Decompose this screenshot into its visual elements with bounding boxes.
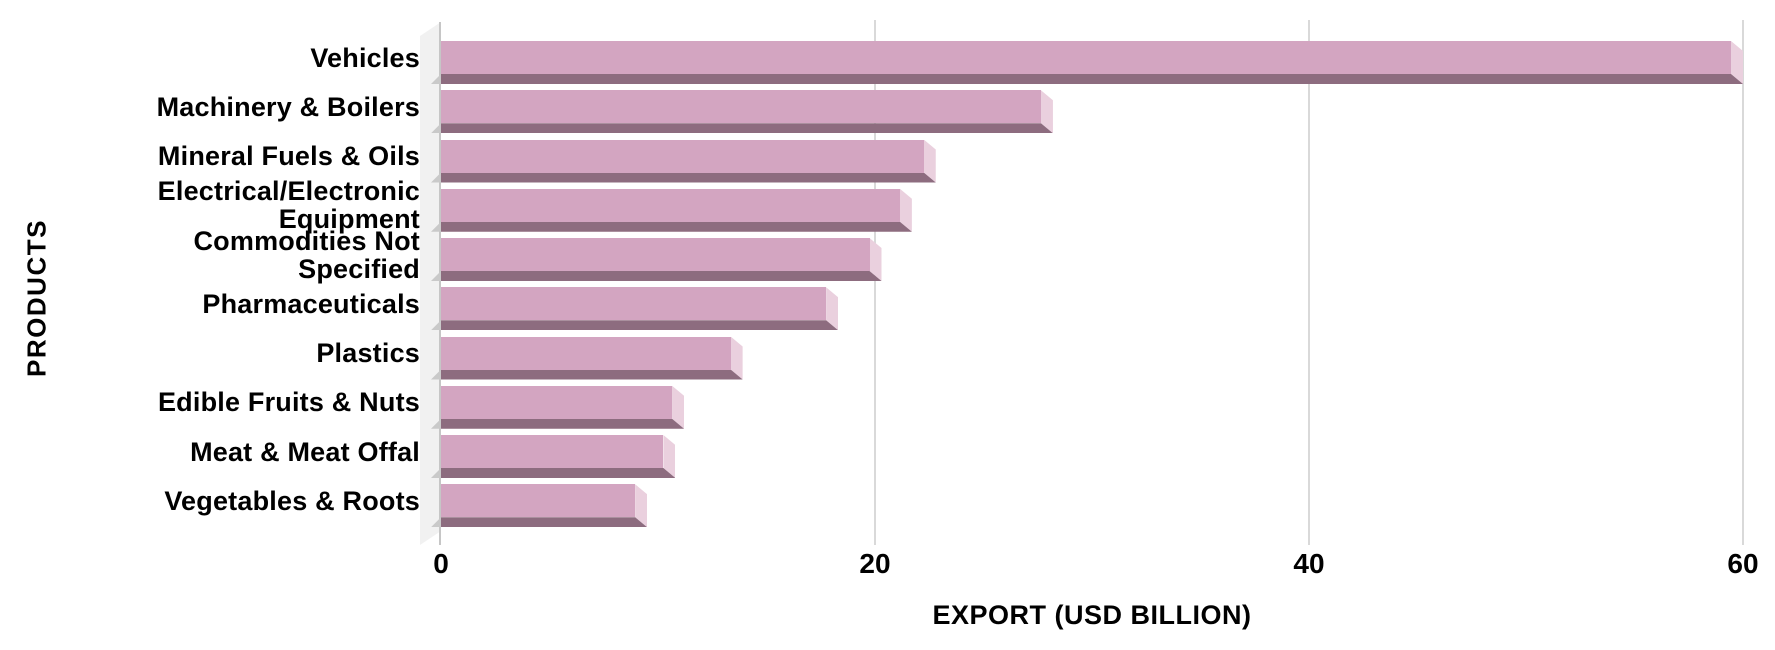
category-label: Edible Fruits & Nuts (157, 387, 420, 418)
axis-wall-3d (420, 22, 441, 545)
bar-row (431, 484, 1743, 528)
x-axis-ticks: 0 20 40 60 (433, 548, 1758, 582)
category-label: Plastics (316, 337, 420, 368)
category-label: Mineral Fuels & Oils (157, 140, 420, 171)
bar-bevel-bottom (441, 74, 1743, 84)
bar-plastics (431, 336, 743, 380)
bar-vegetables-roots (431, 484, 648, 528)
bar-vehicles (431, 41, 1743, 84)
bar-pharmaceuticals (431, 287, 839, 331)
x-tick-label-60: 60 (1727, 548, 1759, 579)
bar-row (431, 238, 1743, 281)
x-axis-title: EXPORT (USD BILLION) (932, 600, 1252, 630)
x-tick-label-20: 20 (859, 548, 891, 579)
gridline-60 (1742, 20, 1744, 545)
bar-bevel-right (672, 385, 685, 429)
bar-bevel-bottom (441, 419, 684, 429)
bar-bevel-bottom (441, 222, 912, 232)
y-axis-title: PRODUCTS (21, 219, 52, 377)
gridline-40 (1307, 20, 1310, 545)
bar-machinery-boilers (431, 90, 1053, 134)
wall-shadow-notch (431, 221, 441, 232)
wall-shadow-notch (431, 517, 441, 528)
x-tick-label-0: 0 (433, 548, 449, 579)
bar-row (431, 188, 1743, 232)
wall-shadow-notch (431, 271, 441, 281)
bar-row (431, 287, 1743, 331)
bar-row (431, 385, 1743, 429)
bar-bevel-right (635, 484, 648, 528)
bar-electrical-electronic-equipment (431, 188, 912, 232)
bar-bevel-bottom (441, 370, 743, 380)
bar-bevel-bottom (441, 517, 647, 527)
bar-bevel-right (923, 139, 936, 183)
wall-shadow-notch (431, 172, 441, 183)
wall-shadow-notch (431, 320, 441, 331)
category-label: Vegetables & Roots (164, 485, 420, 516)
bar-row (431, 90, 1743, 134)
bar-bevel-right (1731, 41, 1743, 84)
bar-bevel-right (1040, 90, 1053, 134)
wall-shadow-notch (431, 74, 441, 84)
bar-row (431, 41, 1743, 84)
plot-area (431, 20, 1744, 545)
bar-row (431, 435, 1743, 478)
y-axis-line (439, 22, 441, 545)
wall-shadow-notch (431, 468, 441, 478)
bar-bevel-right (663, 435, 676, 478)
gridline-20 (873, 20, 876, 545)
x-tick-label-40: 40 (1293, 548, 1325, 579)
bar-bevel-bottom (441, 123, 1053, 133)
wall-shadow-notch (431, 369, 441, 380)
wall-shadow-notch (431, 418, 441, 429)
category-label: Machinery & Boilers (156, 91, 420, 122)
bar-bevel-right (869, 238, 882, 281)
bar-edible-fruits-nuts (431, 385, 685, 429)
bar-mineral-fuels-oils (431, 139, 936, 183)
bar-bevel-right (826, 287, 839, 331)
bar-bevel-right (730, 336, 743, 380)
bar-bevel-right (899, 188, 912, 232)
category-label: Vehicles (310, 42, 420, 73)
bar-bevel-bottom (441, 173, 936, 183)
category-label: Meat & Meat Offal (190, 436, 420, 467)
category-label: Pharmaceuticals (202, 288, 420, 319)
wall-shadow-notch (431, 123, 441, 134)
bar-meat-meat-offal (431, 435, 676, 478)
category-label: Electrical/Electronic Equipment (157, 176, 420, 235)
bar-row (431, 336, 1743, 380)
bar-bevel-bottom (441, 271, 882, 281)
bar-bevel-bottom (441, 320, 838, 330)
bar-bevel-bottom (441, 468, 675, 478)
bar-row (431, 139, 1743, 183)
category-label: Commodities Not Specified (193, 225, 420, 284)
bar-commodities-not-specified (431, 238, 882, 281)
